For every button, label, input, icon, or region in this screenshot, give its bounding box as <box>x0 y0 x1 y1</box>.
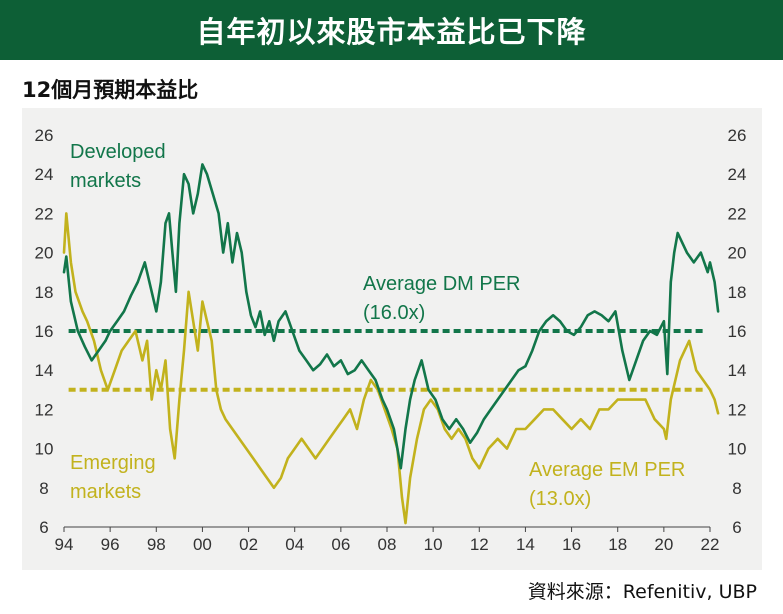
y-tick-label-right: 10 <box>728 440 747 459</box>
chart-panel: 94 96 98 00 02 04 06 08 10 12 14 16 18 20 22 6 6 8 8 10 10 12… <box>22 108 762 570</box>
x-tick-label: 20 <box>654 535 673 554</box>
y-tick-label-left: 10 <box>35 440 54 459</box>
x-tick-label: 18 <box>608 535 627 554</box>
x-tick-label: 14 <box>516 535 535 554</box>
x-tick-label: 06 <box>331 535 350 554</box>
y-tick-label-right: 6 <box>732 518 741 537</box>
em-series-label: markets <box>70 481 141 503</box>
dm-average-label: (16.0x) <box>363 302 425 324</box>
title-banner: 自年初以來股市本益比已下降 <box>0 0 783 60</box>
source-note: 資料來源：Refenitiv, UBP <box>527 581 757 603</box>
x-tick-label: 12 <box>470 535 489 554</box>
y-tick-label-left: 18 <box>35 283 54 302</box>
y-tick-label-right: 24 <box>728 165 747 184</box>
y-tick-label-left: 22 <box>35 204 54 223</box>
pe-ratio-chart: 94 96 98 00 02 04 06 08 10 12 14 16 18 20 22 6 6 8 8 10 10 12… <box>35 126 747 554</box>
y-tick-label-left: 20 <box>35 244 54 263</box>
y-tick-label-left: 16 <box>35 322 54 341</box>
y-tick-label-right: 8 <box>732 479 741 498</box>
x-tick-label: 04 <box>285 535 304 554</box>
y-tick-label-right: 26 <box>728 126 747 145</box>
y-tick-label-left: 6 <box>39 518 48 537</box>
x-tick-label: 00 <box>193 535 212 554</box>
dm-series-label: Developed <box>70 141 166 163</box>
y-tick-label-left: 14 <box>35 361 54 380</box>
em-series-line <box>62 212 720 525</box>
dm-series-line <box>62 163 720 470</box>
chart-subtitle: 12個月預期本益比 <box>22 78 199 102</box>
y-tick-label-right: 18 <box>728 283 747 302</box>
x-tick-label: 96 <box>101 535 120 554</box>
y-tick-label-right: 20 <box>728 244 747 263</box>
y-tick-label-right: 14 <box>728 361 747 380</box>
dm-average-label: Average DM PER <box>363 273 520 295</box>
x-tick-label: 16 <box>562 535 581 554</box>
y-tick-label-left: 12 <box>35 400 54 419</box>
y-tick-label-right: 16 <box>728 322 747 341</box>
em-average-label: (13.0x) <box>529 488 591 510</box>
dm-series-label: markets <box>70 170 141 192</box>
x-tick-label: 94 <box>55 535 74 554</box>
y-tick-label-left: 26 <box>35 126 54 145</box>
em-average-label: Average EM PER <box>529 459 685 481</box>
x-tick-label: 22 <box>701 535 720 554</box>
y-tick-label-right: 22 <box>728 204 747 223</box>
x-tick-label: 10 <box>424 535 443 554</box>
page-title: 自年初以來股市本益比已下降 <box>196 15 587 49</box>
y-tick-label-left: 24 <box>35 165 54 184</box>
x-tick-label: 98 <box>147 535 166 554</box>
y-tick-label-left: 8 <box>39 479 48 498</box>
em-series-label: Emerging <box>70 452 156 474</box>
y-tick-label-right: 12 <box>728 400 747 419</box>
x-tick-label: 02 <box>239 535 258 554</box>
x-tick-label: 08 <box>378 535 397 554</box>
